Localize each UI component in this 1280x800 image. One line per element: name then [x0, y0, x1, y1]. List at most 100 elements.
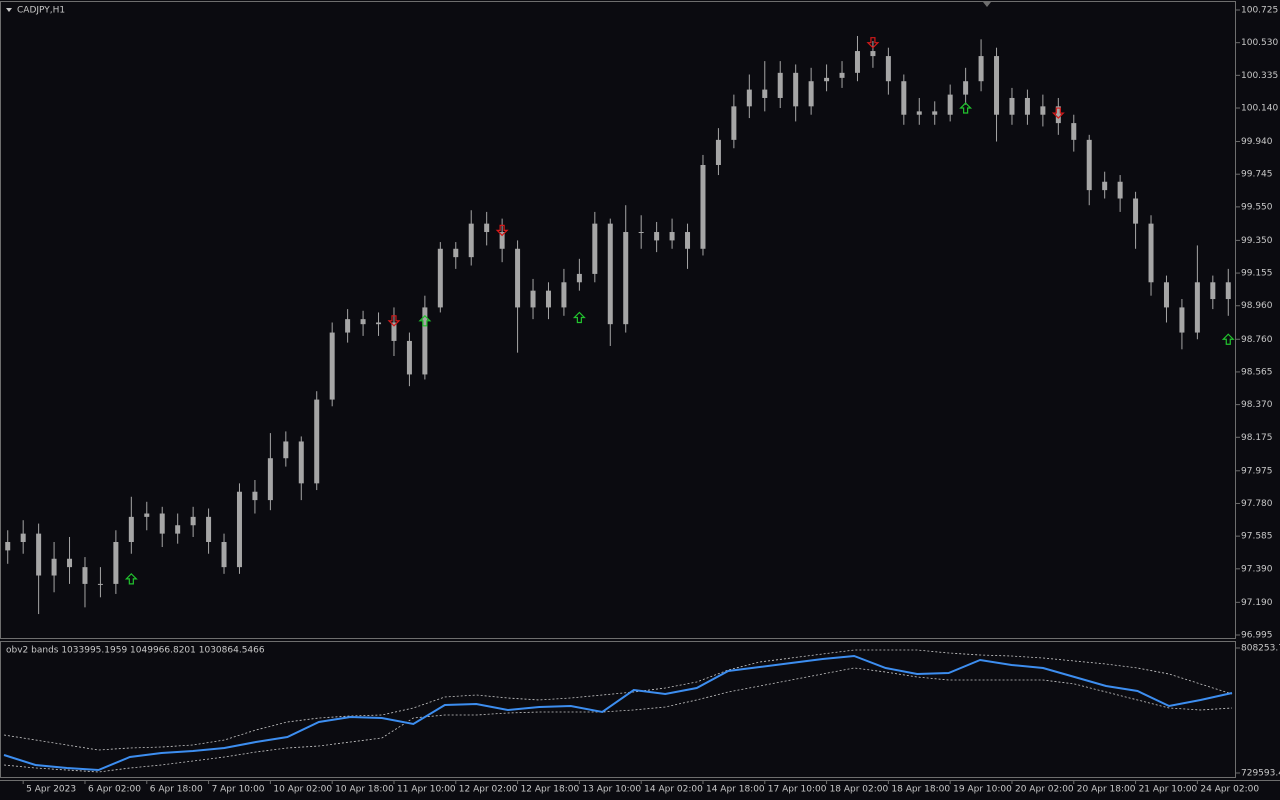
candle-body [854, 51, 860, 73]
candle-body [808, 81, 814, 107]
symbol-menu-icon[interactable] [6, 8, 12, 12]
y-tick-label: 97.390 [1241, 564, 1273, 574]
y-tick-label: 729593.44 [1241, 769, 1280, 779]
candle-body [978, 56, 984, 82]
candle-body [422, 307, 428, 375]
y-tick-label: 96.995 [1241, 631, 1273, 641]
candle-body [1055, 106, 1061, 124]
x-tick-label: 18 Apr 18:00 [891, 785, 950, 795]
candle-body [592, 223, 598, 274]
candle-body [298, 441, 304, 484]
candle-body [1194, 282, 1200, 333]
sell-arrow [387, 315, 401, 327]
candle-body [638, 232, 644, 234]
candle-body [685, 232, 691, 249]
candle-body [947, 94, 953, 115]
buy-arrow [572, 311, 586, 324]
chart-title: CADJPY,H1 [17, 6, 65, 16]
x-tick-label: 7 Apr 10:00 [212, 785, 265, 795]
candle-body [530, 290, 536, 308]
y-tick-label: 808253.78 [1241, 644, 1280, 654]
candle-body [437, 248, 443, 308]
x-tick-label: 20 Apr 02:00 [1015, 785, 1074, 795]
candle-body [916, 111, 922, 115]
x-tick-label: 10 Apr 02:00 [273, 785, 332, 795]
obv-line [3, 654, 1233, 772]
candle-body [329, 332, 335, 400]
candle-body [746, 89, 752, 107]
buy-arrow [418, 314, 432, 327]
candle-body [715, 139, 721, 165]
x-tick-label: 6 Apr 02:00 [88, 785, 141, 795]
candle-body [623, 232, 629, 325]
candle-body [793, 72, 799, 107]
candle-body [1210, 282, 1216, 300]
sell-arrow [1051, 107, 1065, 119]
candle-body [97, 583, 103, 585]
x-tick-label: 20 Apr 18:00 [1077, 785, 1136, 795]
candle-body [175, 525, 181, 534]
candle-body [82, 567, 88, 584]
candle-body [576, 273, 582, 283]
x-tick-label: 5 Apr 2023 [26, 785, 76, 795]
y-tick-label: 100.335 [1241, 71, 1278, 81]
candle-body [1117, 181, 1123, 199]
sell-arrow [866, 37, 880, 49]
candle-body [144, 513, 150, 517]
candle-body [5, 542, 11, 551]
candle-body [468, 223, 474, 258]
candle-body [1024, 97, 1030, 115]
candle-body [484, 223, 490, 233]
candle-body [206, 516, 212, 543]
candle-body [190, 516, 196, 526]
buy-arrow [124, 573, 138, 585]
sell-arrow [495, 224, 509, 237]
candle-body [901, 81, 907, 115]
y-tick-label: 97.975 [1241, 466, 1273, 476]
candle-body [654, 232, 660, 241]
candle-body [607, 223, 613, 325]
x-tick-label: 19 Apr 10:00 [953, 785, 1012, 795]
candle-body [360, 319, 366, 325]
indicator-title: obv2 bands 1033995.1959 1049966.8201 103… [6, 646, 265, 656]
candle-body [870, 51, 876, 57]
buy-arrow [1221, 333, 1235, 345]
y-tick-label: 98.175 [1241, 433, 1273, 443]
y-tick-label: 99.155 [1241, 269, 1273, 279]
x-tick-label: 12 Apr 02:00 [459, 785, 518, 795]
x-tick-label: 18 Apr 02:00 [830, 785, 889, 795]
x-tick-label: 24 Apr 02:00 [1200, 785, 1259, 795]
y-tick-label: 99.745 [1241, 170, 1273, 180]
candle-body [1071, 123, 1077, 140]
candle-body [545, 290, 551, 308]
candle-body [1040, 106, 1046, 115]
candle-body [267, 458, 273, 501]
band-line [3, 649, 1233, 751]
candle-body [885, 56, 891, 82]
candle-body [731, 106, 737, 140]
x-tick-label: 21 Apr 10:00 [1139, 785, 1198, 795]
candle-body [1102, 181, 1108, 191]
x-tick-label: 17 Apr 10:00 [768, 785, 827, 795]
candle-body [159, 513, 165, 534]
y-tick-label: 99.550 [1241, 202, 1273, 212]
candle-body [1133, 198, 1139, 224]
candle-body [1163, 282, 1169, 308]
y-tick-label: 100.725 [1241, 6, 1278, 16]
candle-body [252, 491, 258, 501]
shift-marker [983, 2, 991, 7]
candle-body [345, 319, 351, 333]
candle-body [453, 248, 459, 258]
candle-body [669, 232, 675, 241]
candle-body [499, 232, 505, 249]
y-tick-label: 98.565 [1241, 367, 1273, 377]
candle-body [762, 89, 768, 98]
x-tick-label: 14 Apr 18:00 [706, 785, 765, 795]
x-tick-label: 10 Apr 18:00 [335, 785, 394, 795]
x-tick-label: 6 Apr 18:00 [150, 785, 203, 795]
candle-body [128, 516, 134, 543]
candle-body [283, 441, 289, 459]
y-tick-label: 97.190 [1241, 598, 1273, 608]
x-tick-label: 14 Apr 02:00 [644, 785, 703, 795]
